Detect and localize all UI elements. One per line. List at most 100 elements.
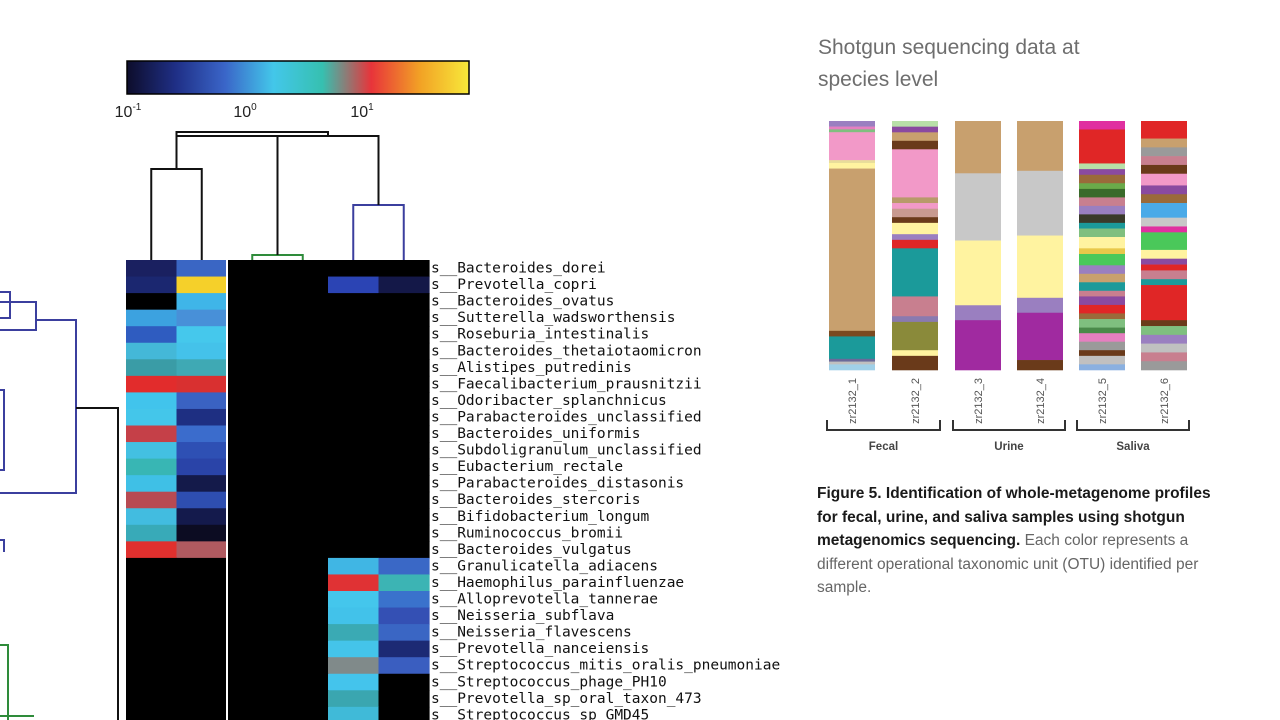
bar-segment [829, 126, 875, 130]
heatmap-cell [126, 640, 178, 658]
bar-segment [1079, 282, 1125, 292]
heatmap-cell [277, 260, 329, 278]
heatmap-cell [378, 260, 430, 278]
species-label: s__Sutterella_wadsworthensis [431, 310, 675, 326]
bar-segment [892, 217, 938, 224]
heatmap-cell [176, 541, 228, 559]
heatmap-grid [126, 260, 430, 720]
heatmap-cell [126, 508, 178, 526]
heatmap-cell [277, 342, 329, 360]
heatmap-cell [176, 624, 228, 642]
heatmap-cell [176, 508, 228, 526]
bar-segment [1079, 327, 1125, 334]
dendrogram-branch [0, 301, 37, 331]
heatmap-cell [277, 541, 329, 559]
heatmap-cell [126, 375, 178, 393]
bar-segment [1141, 173, 1187, 186]
bar-segment [1079, 197, 1125, 207]
bar-segment [1141, 226, 1187, 233]
bar-segment [1141, 361, 1187, 371]
colorbar-tick-label: 10-1 [115, 102, 142, 121]
heatmap-cell [378, 574, 430, 592]
bar-segment [1079, 313, 1125, 320]
bar-segment [1079, 364, 1125, 371]
heatmap-cell [227, 690, 279, 708]
bar-segment [1141, 249, 1187, 259]
bar-segment [1079, 273, 1125, 283]
figure-caption: Figure 5. Identification of whole-metage… [817, 482, 1217, 600]
bar-segment [1079, 121, 1125, 130]
heatmap-cell [126, 309, 178, 327]
heatmap-cell [277, 491, 329, 509]
species-label: s__Bacteroides_thetaiotaomicron [431, 343, 702, 359]
heatmap-cell [328, 673, 380, 691]
heatmap-cell [378, 508, 430, 526]
heatmap-cell [277, 425, 329, 443]
heatmap-cell [328, 293, 380, 311]
bar-segment [1079, 248, 1125, 255]
bar-segment [1079, 355, 1125, 365]
bar-segment [1079, 350, 1125, 357]
bar-segment [1141, 156, 1187, 166]
bar-segment [1079, 214, 1125, 224]
heatmap-cell [126, 260, 178, 278]
heatmap-cell [176, 574, 228, 592]
bar-segment [1079, 183, 1125, 190]
heatmap-cell [328, 458, 380, 476]
bar-segment [955, 240, 1001, 306]
group-label: Saliva [1116, 441, 1150, 453]
heatmap-cell [277, 458, 329, 476]
heatmap-cell [227, 624, 279, 642]
heatmap-cell [378, 375, 430, 393]
heatmap-cell [378, 392, 430, 410]
heatmap-cell [176, 309, 228, 327]
species-label: s__Streptococcus_sp_GMD45 [431, 707, 649, 720]
bar-segment [892, 197, 938, 204]
heatmap-cell [227, 342, 279, 360]
bar-segment [1079, 205, 1125, 215]
heatmap-cell [126, 342, 178, 360]
bar-segment [1141, 326, 1187, 336]
colorbar-tick-label: 101 [350, 102, 374, 121]
species-label: s__Odoribacter_splanchnicus [431, 393, 667, 409]
species-label: s__Neisseria_subflava [431, 608, 614, 624]
group-bracket [826, 420, 941, 431]
species-label: s__Faecalibacterium_prausnitzii [431, 376, 702, 392]
bar-segment [955, 173, 1001, 241]
heatmap-cell [277, 591, 329, 609]
caption-normal-text: Each color represents a different operat… [817, 532, 1199, 596]
heatmap-cell [176, 657, 228, 675]
heatmap-cell [176, 293, 228, 311]
bar-segment [1079, 253, 1125, 266]
heatmap-cell [176, 706, 228, 720]
bar-segment [1141, 334, 1187, 344]
heatmap-cell [378, 657, 430, 675]
heatmap-cell [227, 326, 279, 344]
bar-segment [1017, 235, 1063, 299]
bar-segment [1141, 138, 1187, 148]
sample-label: zr2132_2 [910, 378, 922, 424]
group-bracket [1076, 420, 1190, 431]
heatmap-cell [176, 359, 228, 377]
heatmap-cell [126, 706, 178, 720]
heatmap-cell [378, 276, 430, 294]
heatmap-cell [328, 425, 380, 443]
heatmap-cell [176, 276, 228, 294]
bar-segment [1079, 304, 1125, 314]
dendrogram [0, 131, 405, 720]
chart-title: Shotgun sequencing data at species level [818, 32, 1148, 96]
bar-segment [892, 121, 938, 127]
bar-segment [829, 162, 875, 169]
bar-segment [892, 350, 938, 357]
heatmap-cell [126, 541, 178, 559]
bar-segment [892, 248, 938, 297]
bar-segment [1141, 352, 1187, 362]
bar-segment [1017, 170, 1063, 236]
heatmap-cell [227, 557, 279, 576]
heatmap-cell [328, 309, 380, 327]
dendrogram-branch [150, 168, 203, 260]
bar-segment [1141, 185, 1187, 195]
heatmap-cell [277, 309, 329, 327]
heatmap-cell [126, 326, 178, 344]
heatmap-cell [328, 342, 380, 360]
